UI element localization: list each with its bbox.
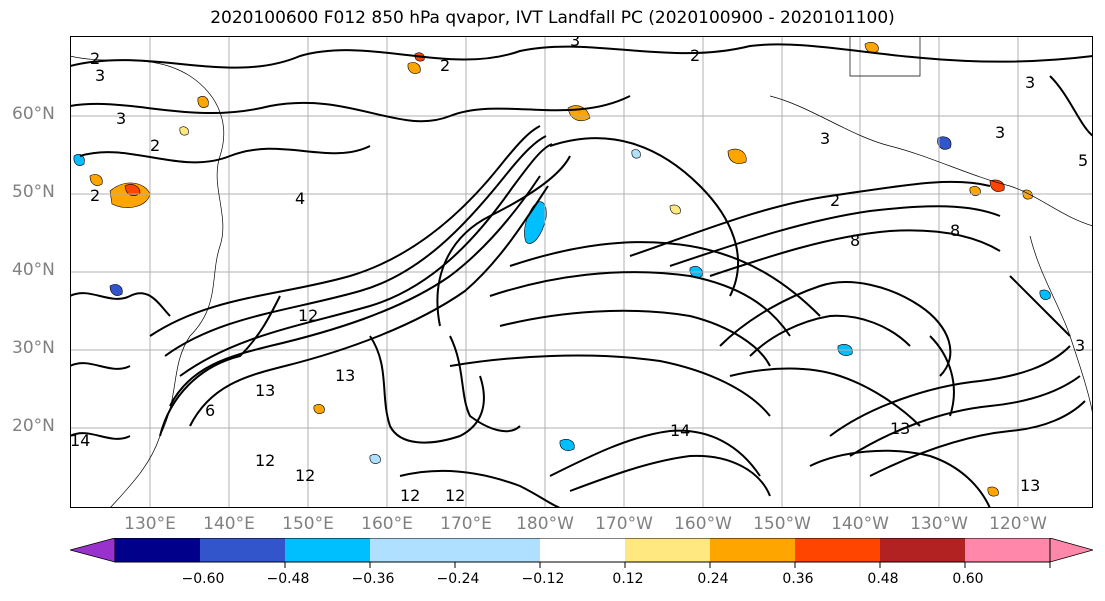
moisture-contours	[70, 43, 1093, 508]
contour-label: 14	[670, 421, 690, 440]
contour-labels: 2 3 2 3 2 2 3 4 3 2 3 5 3 6 8 12 13 14 1…	[70, 36, 1088, 505]
longitude-label: 150°W	[753, 514, 811, 534]
colorbar-segment	[285, 538, 370, 562]
colorbar-segment	[710, 538, 795, 562]
map-canvas: 2 3 2 3 2 2 3 4 3 2 3 5 3 6 8 12 13 14 1…	[70, 36, 1093, 508]
longitude-label: 160°E	[361, 514, 413, 534]
contour-label: 3	[820, 129, 830, 148]
contour-label: 6	[205, 401, 215, 420]
colorbar-tick-label: −0.36	[351, 571, 395, 587]
contour-label: 2	[90, 49, 100, 68]
contour-label: 2	[830, 191, 840, 210]
longitude-label: 180°W	[516, 514, 574, 534]
colorbar-extend-low	[70, 538, 116, 563]
colorbar-segment	[880, 538, 965, 562]
contour-label: 13	[1020, 476, 1040, 495]
contour-label: 12	[400, 486, 420, 505]
colorbar	[70, 538, 1093, 568]
contour-label: 3	[1075, 336, 1085, 355]
colorbar-tick-label: 0.48	[867, 571, 899, 587]
map-plot-area: 2 3 2 3 2 2 3 4 3 2 3 5 3 6 8 12 13 14 1…	[70, 36, 1093, 508]
colorbar-tick-label: 0.24	[697, 571, 729, 587]
latitude-label: 20°N	[12, 416, 55, 436]
longitude-label: 160°W	[674, 514, 732, 534]
contour-label: 2	[90, 186, 100, 205]
contour-label: 13	[335, 366, 355, 385]
longitude-label: 170°E	[440, 514, 492, 534]
contour-label: 4	[295, 189, 305, 208]
colorbar-tick-label: −0.60	[181, 571, 225, 587]
contour-label: 3	[1025, 73, 1035, 92]
latitude-label: 40°N	[12, 260, 55, 280]
longitude-label: 140°W	[831, 514, 889, 534]
colorbar-extend-high	[1049, 538, 1093, 563]
contour-label: 14	[70, 431, 90, 450]
colorbar-tick-label: 0.36	[782, 571, 814, 587]
colorbar-segment	[370, 538, 455, 562]
contour-label: 3	[95, 66, 105, 85]
colorbar-tick-label: −0.12	[521, 571, 565, 587]
contour-label: 3	[116, 109, 126, 128]
longitude-label: 120°W	[989, 514, 1047, 534]
contour-label: 13	[890, 419, 910, 438]
contour-label: 13	[255, 381, 275, 400]
colorbar-segment	[455, 538, 540, 562]
colorbar-tick-label: −0.48	[266, 571, 310, 587]
contour-label: 3	[570, 36, 580, 50]
colorbar-segment	[200, 538, 285, 562]
contour-label: 2	[440, 56, 450, 75]
positive-anomaly-patches	[89, 42, 1033, 497]
longitude-label: 130°E	[124, 514, 176, 534]
latitude-label: 30°N	[12, 338, 55, 358]
contour-label: 12	[298, 306, 318, 325]
colorbar-segment	[115, 538, 200, 562]
colorbar-tick-label: 0.12	[612, 571, 644, 587]
contour-label: 2	[690, 46, 700, 65]
contour-label: 8	[850, 231, 860, 250]
longitude-label: 170°W	[595, 514, 653, 534]
contour-label: 5	[1078, 151, 1088, 170]
colorbar-segment	[965, 538, 1050, 562]
colorbar-tick-label: 0.60	[952, 571, 984, 587]
contour-label: 3	[995, 123, 1005, 142]
colorbar-segment	[795, 538, 880, 562]
contour-label: 12	[295, 466, 315, 485]
colorbar-segment	[625, 538, 710, 562]
colorbar-segment	[540, 538, 625, 562]
longitude-label: 130°W	[910, 514, 968, 534]
colorbar-tick-label: −0.24	[436, 571, 480, 587]
contour-label: 2	[150, 136, 160, 155]
contour-label: 12	[255, 451, 275, 470]
latitude-label: 60°N	[12, 104, 55, 124]
longitude-label: 150°E	[282, 514, 334, 534]
latitude-label: 50°N	[12, 182, 55, 202]
colorbar-ticks	[284, 562, 1051, 568]
longitude-label: 140°E	[203, 514, 255, 534]
contour-label: 8	[950, 221, 960, 240]
map-title: 2020100600 F012 850 hPa qvapor, IVT Land…	[210, 8, 895, 28]
contour-label: 12	[445, 486, 465, 505]
